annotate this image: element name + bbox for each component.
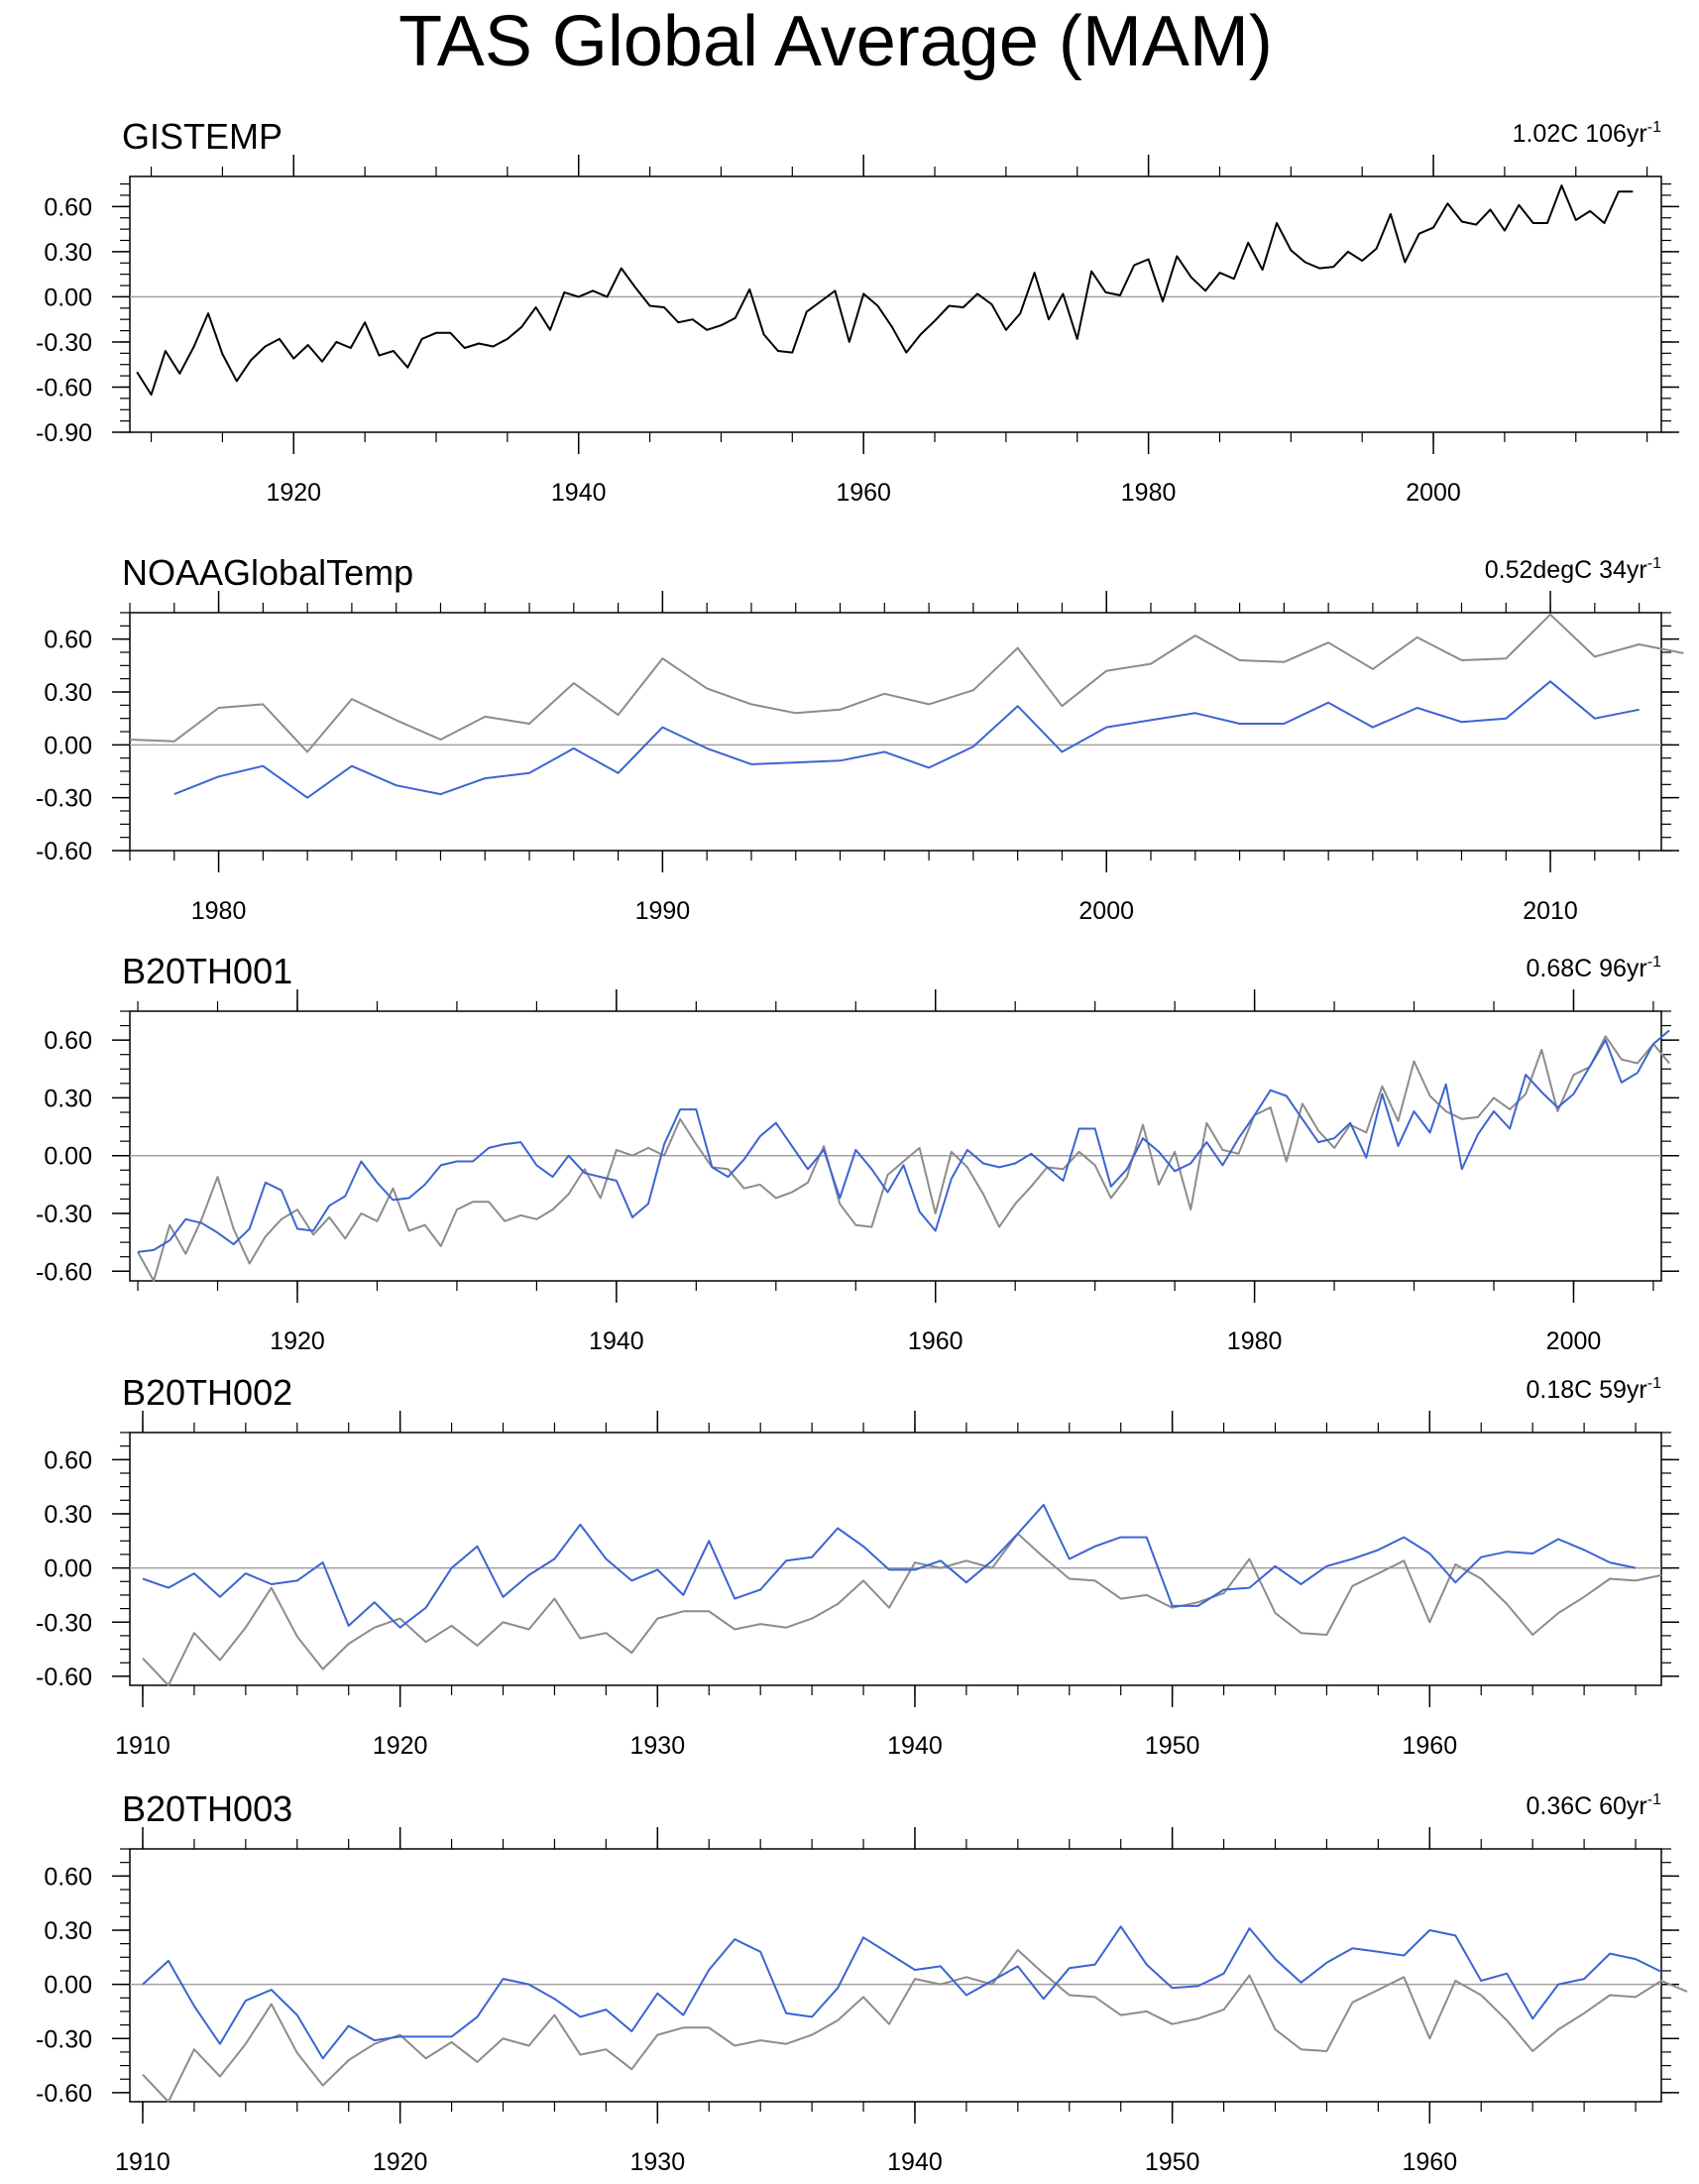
x-tick-label: 1950 bbox=[1145, 1732, 1200, 1760]
panel-title: NOAAGlobalTemp bbox=[122, 552, 413, 593]
y-tick-label: 0.00 bbox=[44, 1972, 92, 2000]
trend-label: 1.02C 106yr-1 bbox=[1513, 119, 1662, 148]
series-line-reference bbox=[142, 1533, 1662, 1686]
x-tick-label: 1920 bbox=[373, 1732, 428, 1760]
y-tick-label: 0.60 bbox=[44, 627, 92, 654]
panel-b20th003: 0.60 0.30 0.00 -0.30 -0.60 1910 1920 1930 1940 19… bbox=[36, 1788, 1688, 2176]
y-tick-label: -0.30 bbox=[36, 2025, 92, 2053]
y-tick-label: 0.30 bbox=[44, 1085, 92, 1112]
plot-frame bbox=[129, 1432, 1662, 1686]
panel-b20th002: 0.60 0.30 0.00 -0.30 -0.60 1910 1920 1930 1940 19… bbox=[36, 1372, 1679, 1760]
y-tick-label: 0.00 bbox=[44, 1555, 92, 1583]
panel-title: B20TH002 bbox=[122, 1372, 292, 1413]
x-tick-label: 1910 bbox=[115, 2148, 170, 2176]
x-tick-label: 1990 bbox=[635, 897, 691, 925]
y-tick-label: 0.60 bbox=[44, 1027, 92, 1055]
y-tick-label: 0.30 bbox=[44, 1917, 92, 1945]
panel-title: B20TH001 bbox=[122, 951, 292, 991]
x-tick-label: 1940 bbox=[887, 1732, 943, 1760]
y-tick-label: 0.30 bbox=[44, 679, 92, 707]
x-tick-label: 1980 bbox=[191, 897, 247, 925]
x-tick-label: 1940 bbox=[551, 479, 607, 507]
y-tick-label: 0.00 bbox=[44, 284, 92, 311]
series-line-reference bbox=[137, 1035, 1670, 1282]
series-line-gistemp bbox=[136, 184, 1634, 397]
y-tick-label: 0.60 bbox=[44, 193, 92, 221]
series-line-b20th001 bbox=[137, 1029, 1670, 1253]
y-tick-label: -0.60 bbox=[36, 1258, 92, 1286]
series-line-b20th003 bbox=[142, 1925, 1662, 2060]
panel-noaaglobaltemp: 0.60 0.30 0.00 -0.30 -0.60 1980 1990 2000 2010 NO… bbox=[36, 552, 1684, 925]
x-tick-label: 1980 bbox=[1227, 1327, 1283, 1355]
x-tick-label: 1960 bbox=[908, 1327, 963, 1355]
y-tick-label: -0.30 bbox=[36, 785, 92, 813]
y-tick-label: 0.60 bbox=[44, 1446, 92, 1474]
x-tick-label: 2010 bbox=[1523, 897, 1578, 925]
x-tick-label: 1920 bbox=[266, 479, 321, 507]
y-tick-label: -0.60 bbox=[36, 2080, 92, 2108]
y-tick-label: -0.90 bbox=[36, 419, 92, 447]
y-tick-label: -0.60 bbox=[36, 838, 92, 865]
y-tick-label: 0.00 bbox=[44, 732, 92, 759]
figure-title: TAS Global Average (MAM) bbox=[398, 2, 1273, 81]
x-tick-label: 1960 bbox=[836, 479, 891, 507]
plot-frame bbox=[129, 1848, 1662, 2103]
y-tick-label: -0.30 bbox=[36, 1201, 92, 1228]
y-tick-label: 0.00 bbox=[44, 1143, 92, 1171]
plot-frame bbox=[129, 1010, 1662, 1282]
y-tick-label: -0.60 bbox=[36, 1664, 92, 1691]
x-tick-label: 1920 bbox=[270, 1327, 325, 1355]
x-tick-label: 2000 bbox=[1546, 1327, 1602, 1355]
x-tick-label: 1950 bbox=[1145, 2148, 1200, 2176]
x-tick-label: 1930 bbox=[629, 1732, 685, 1760]
x-tick-label: 1910 bbox=[115, 1732, 170, 1760]
x-tick-label: 1960 bbox=[1402, 1732, 1457, 1760]
panel-title: GISTEMP bbox=[122, 116, 283, 157]
y-tick-label: -0.30 bbox=[36, 1609, 92, 1637]
trend-label: 0.52degC 34yr-1 bbox=[1485, 555, 1661, 584]
panel-title: B20TH003 bbox=[122, 1788, 292, 1829]
series-line-b20th002 bbox=[142, 1503, 1637, 1629]
panels: 0.60 0.30 0.00 -0.30 -0.60 -0.90 1920 1940 1960 1… bbox=[36, 116, 1688, 2176]
series-line-reference bbox=[129, 613, 1684, 753]
series-line-reference bbox=[142, 1949, 1688, 2103]
x-tick-label: 1980 bbox=[1121, 479, 1177, 507]
x-tick-label: 2000 bbox=[1406, 479, 1461, 507]
y-tick-label: -0.60 bbox=[36, 374, 92, 402]
trend-label: 0.36C 60yr-1 bbox=[1526, 1791, 1661, 1820]
y-tick-label: 0.30 bbox=[44, 1501, 92, 1529]
x-tick-label: 2000 bbox=[1078, 897, 1134, 925]
plot-frame bbox=[129, 175, 1662, 433]
y-tick-label: 0.30 bbox=[44, 239, 92, 267]
trend-label: 0.18C 59yr-1 bbox=[1526, 1375, 1661, 1404]
series-line-noaaglobaltemp bbox=[173, 680, 1640, 799]
x-tick-label: 1940 bbox=[887, 2148, 943, 2176]
panel-b20th001: 0.60 0.30 0.00 -0.30 -0.60 1920 1940 1960 1980 20… bbox=[36, 951, 1679, 1355]
trend-label: 0.68C 96yr-1 bbox=[1526, 954, 1661, 982]
y-tick-label: 0.60 bbox=[44, 1863, 92, 1891]
x-tick-label: 1960 bbox=[1402, 2148, 1457, 2176]
panel-gistemp: 0.60 0.30 0.00 -0.30 -0.60 -0.90 1920 1940 1960 1… bbox=[36, 116, 1679, 507]
x-tick-label: 1940 bbox=[589, 1327, 644, 1355]
x-tick-label: 1920 bbox=[373, 2148, 428, 2176]
plot-frame bbox=[129, 612, 1662, 852]
x-tick-label: 1930 bbox=[629, 2148, 685, 2176]
y-tick-label: -0.30 bbox=[36, 329, 92, 357]
